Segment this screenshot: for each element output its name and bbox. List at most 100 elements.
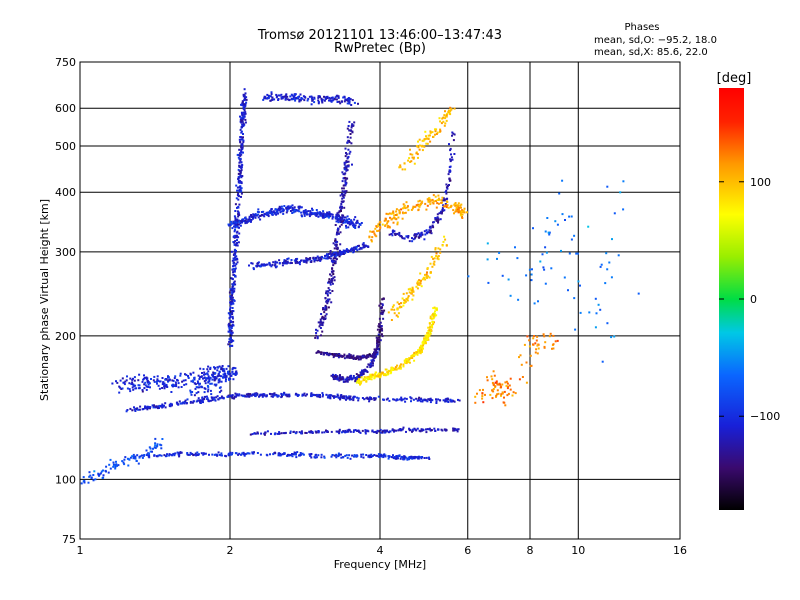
echo-point (349, 375, 351, 378)
echo-point (340, 218, 343, 220)
echo-point (334, 240, 337, 242)
echo-point (350, 376, 353, 379)
echo-point (346, 215, 349, 218)
echo-point (457, 211, 460, 214)
echo-point (299, 261, 301, 263)
echo-point (326, 298, 329, 301)
echo-point (248, 395, 251, 398)
echo-point (83, 481, 86, 484)
echo-point (229, 374, 232, 377)
echo-point (245, 221, 248, 224)
echo-point (349, 249, 352, 252)
echo-point (174, 452, 177, 455)
echo-point (450, 153, 452, 156)
echo-point (321, 431, 324, 434)
echo-point (295, 456, 298, 459)
echo-point (377, 395, 380, 398)
echo-point (425, 273, 428, 276)
echo-point (237, 241, 240, 244)
echo-point (246, 452, 249, 455)
echo-point (214, 399, 217, 402)
echo-point (383, 453, 386, 456)
echo-point (187, 453, 190, 456)
echo-point (458, 399, 461, 402)
echo-point (321, 213, 324, 216)
echo-point (167, 380, 169, 383)
echo-point (293, 259, 296, 262)
echo-point (378, 339, 381, 342)
echo-point (221, 365, 224, 367)
echo-point (491, 378, 494, 381)
echo-point (314, 259, 317, 261)
echo-point (388, 455, 391, 458)
echo-point (495, 395, 497, 398)
echo-point (536, 335, 539, 338)
echo-point (345, 249, 348, 252)
echo-point (336, 246, 339, 249)
echo-point (417, 140, 419, 143)
echo-point (263, 433, 266, 436)
echo-point (433, 260, 436, 263)
echo-point (349, 223, 352, 226)
echo-point (233, 261, 236, 264)
echo-point (411, 237, 413, 240)
echo-point (418, 199, 421, 202)
echo-point (363, 378, 366, 381)
echo-point (411, 291, 414, 294)
echo-point (319, 214, 322, 217)
echo-point (168, 378, 171, 381)
echo-point (134, 408, 137, 411)
echo-point (395, 314, 398, 317)
echo-point (430, 255, 433, 258)
echo-point (291, 453, 293, 455)
echo-point (425, 431, 428, 434)
echo-point (411, 156, 414, 159)
echo-point (223, 370, 226, 373)
echo-point (339, 378, 342, 381)
echo-point (294, 260, 297, 263)
echo-point (236, 220, 239, 223)
echo-point (552, 343, 555, 346)
echo-point (424, 339, 427, 342)
echo-point (138, 387, 141, 390)
echo-point (237, 213, 240, 216)
echo-point (332, 277, 335, 280)
echo-point (352, 395, 355, 398)
echo-point (401, 207, 404, 210)
echo-point (181, 380, 184, 383)
echo-point (443, 428, 446, 431)
echo-point (421, 400, 424, 403)
echo-point (245, 393, 248, 396)
echo-point (428, 229, 431, 232)
echo-point (414, 428, 417, 431)
echo-point (525, 381, 528, 384)
echo-point (321, 256, 323, 259)
echo-point (231, 268, 234, 271)
echo-point (231, 296, 234, 299)
echo-point (387, 457, 390, 460)
echo-point (234, 228, 236, 231)
echo-point (240, 103, 242, 106)
echo-point (131, 455, 134, 458)
echo-point (396, 457, 399, 460)
echo-point (296, 451, 299, 454)
echo-point (319, 320, 322, 323)
echo-point (344, 176, 346, 179)
echo-point (156, 405, 159, 408)
echo-point (270, 91, 273, 94)
echo-point (399, 367, 402, 370)
echo-point (239, 222, 242, 225)
echo-point (436, 131, 439, 134)
echo-point (302, 95, 305, 98)
echo-point (426, 338, 429, 341)
echo-point (411, 357, 414, 359)
echo-point (393, 214, 396, 217)
echo-point (278, 205, 281, 208)
echo-point (329, 283, 332, 286)
echo-point (354, 378, 357, 380)
echo-point (545, 251, 548, 254)
echo-point (265, 97, 267, 100)
echo-point (230, 250, 233, 253)
echo-point (506, 394, 509, 397)
echo-point (358, 380, 360, 382)
